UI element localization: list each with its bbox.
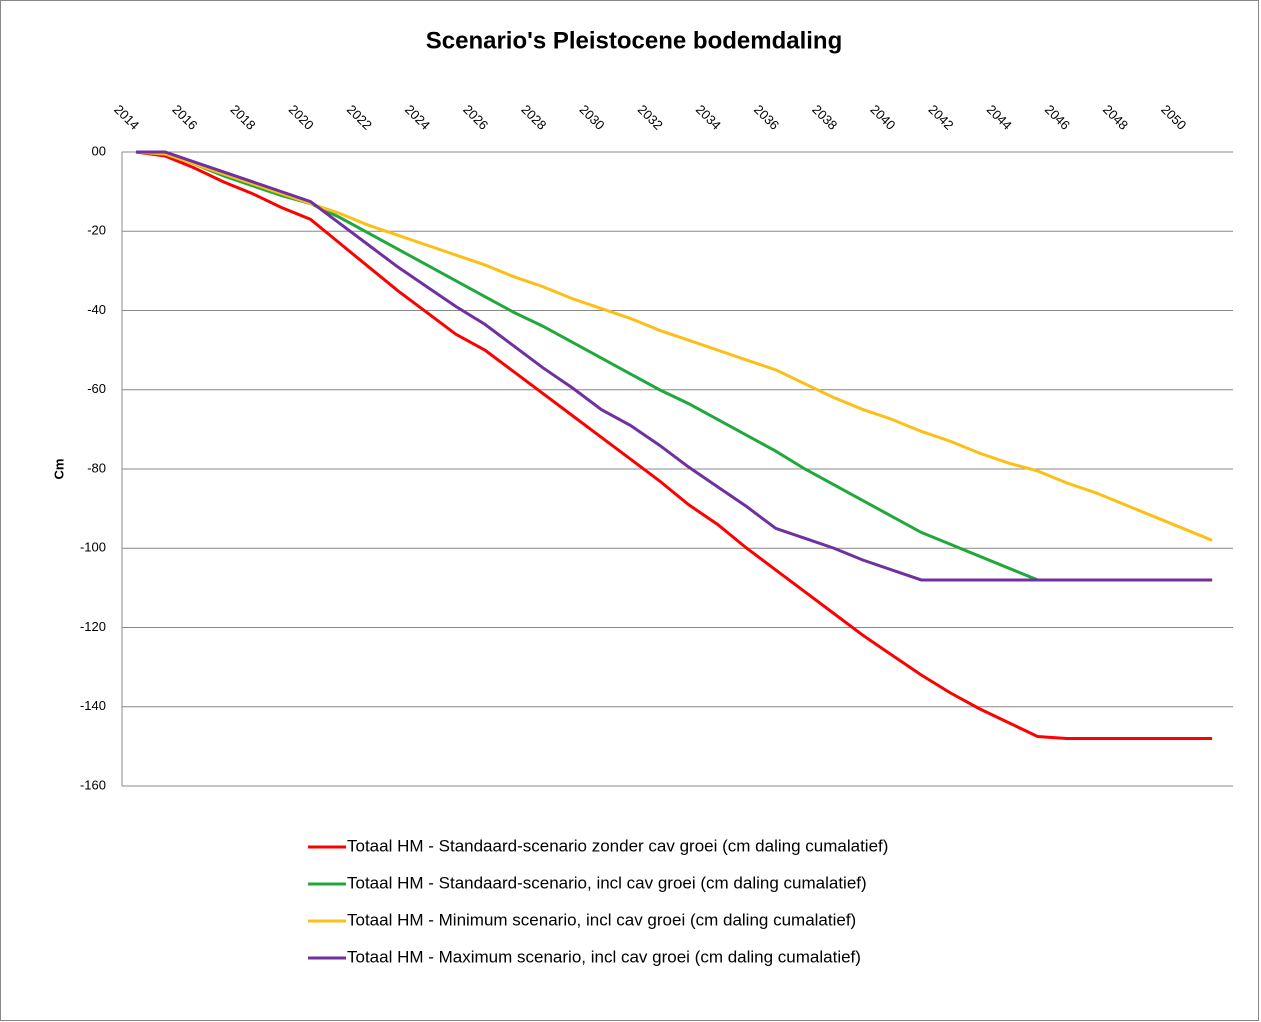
y-tick-label: -40	[87, 302, 106, 317]
legend-label: Totaal HM - Standaard-scenario zonder ca…	[347, 836, 888, 855]
y-tick-label: -60	[87, 381, 106, 396]
y-tick-label: -20	[87, 223, 106, 238]
y-tick-label: -160	[80, 777, 106, 792]
chart-title: Scenario's Pleistocene bodemdaling	[426, 27, 843, 54]
series-line	[136, 150, 1213, 582]
legend-label: Totaal HM - Minimum scenario, incl cav g…	[347, 910, 856, 929]
series-line	[135, 150, 1213, 740]
legend-label: Totaal HM - Standaard-scenario, incl cav…	[347, 873, 867, 892]
y-tick-label: -140	[80, 698, 106, 713]
y-tick-label: 00	[92, 143, 106, 158]
y-tick-label: -100	[80, 540, 106, 555]
y-axis-label: Cm	[51, 459, 66, 480]
y-tick-label: -120	[80, 619, 106, 634]
legend-label: Totaal HM - Maximum scenario, incl cav g…	[347, 947, 861, 966]
y-tick-label: -80	[87, 460, 106, 475]
